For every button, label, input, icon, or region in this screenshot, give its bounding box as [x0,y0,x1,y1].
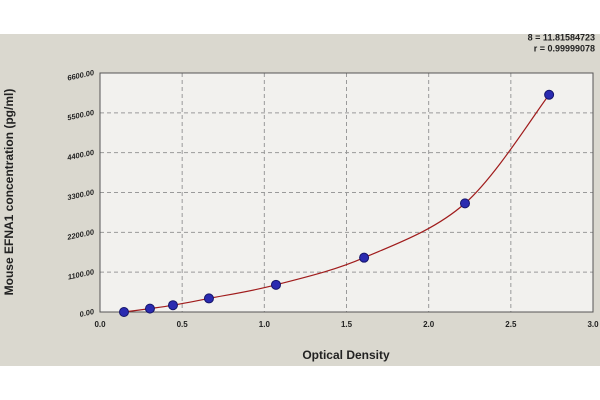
x-tick-label: 1.5 [341,320,353,329]
x-tick-label: 3.0 [587,320,599,329]
y-tick-label: 0.00 [79,307,96,319]
data-point [459,198,470,209]
data-point [167,300,178,311]
data-point [359,252,370,263]
x-tick-label: 1.0 [259,320,271,329]
annotation: 8 = 11.81584723 [528,32,595,42]
data-point [144,303,155,314]
plot-frame [99,72,594,313]
data-point [118,307,129,317]
annotation: r = 0.99999078 [534,43,595,53]
data-point [203,293,214,304]
data-point [271,279,282,290]
data-point [544,89,555,100]
x-tick-label: 0.0 [94,320,106,329]
x-tick-label: 2.0 [423,320,435,329]
y-axis-label: Mouse EFNA1 concentration (pg/ml) [2,89,16,296]
x-tick-label: 0.5 [177,320,189,329]
x-tick-label: 2.5 [505,320,517,329]
x-axis-label: Optical Density [302,348,390,362]
